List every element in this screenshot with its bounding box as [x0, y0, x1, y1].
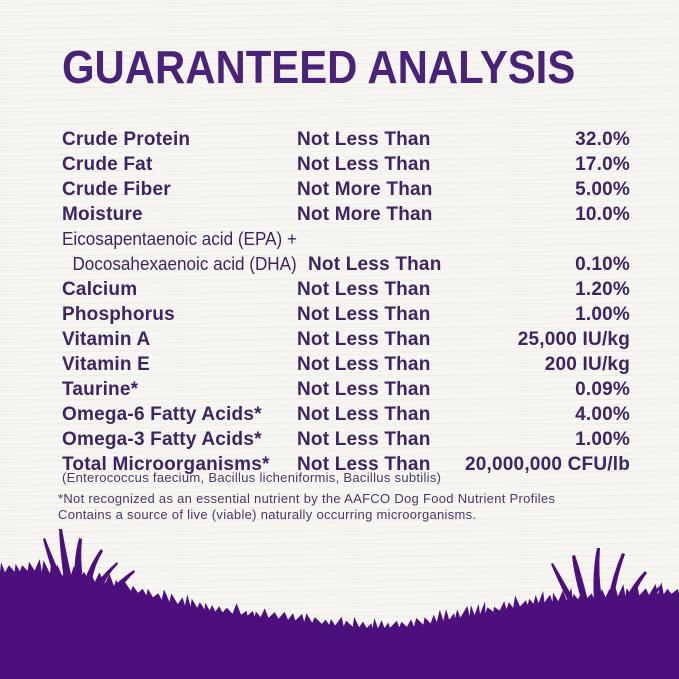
- analysis-row: Calcium Not Less Than 1.20%: [62, 277, 630, 302]
- footnote-live-microorganisms: Contains a source of live (viable) natur…: [58, 506, 477, 522]
- analysis-row: Vitamin E Not Less Than 200 IU/kg: [62, 352, 630, 377]
- analysis-row: Crude Fiber Not More Than 5.00%: [62, 177, 630, 202]
- guarantee-value: 4.00%: [575, 403, 630, 425]
- nutrient-name: Phosphorus: [62, 303, 175, 325]
- guarantee-value: 1.00%: [575, 428, 630, 450]
- nutrient-name: Docosahexaenoic acid (DHA): [72, 254, 297, 274]
- microorganism-species-note: (Enterococcus faecium, Bacillus lichenif…: [62, 470, 442, 485]
- guarantee-value: 200 IU/kg: [544, 353, 630, 375]
- analysis-row: Moisture Not More Than 10.0%: [62, 202, 630, 227]
- guarantee-value: 17.0%: [575, 153, 630, 175]
- nutrient-name: Crude Fiber: [62, 178, 171, 200]
- guarantee-value: 10.0%: [575, 203, 630, 225]
- analysis-row: Crude Protein Not Less Than 32.0%: [62, 127, 630, 152]
- nutrient-name: Taurine*: [62, 378, 139, 400]
- guarantee-condition: Not Less Than: [297, 453, 431, 475]
- analysis-row: Eicosapentaenoic acid (EPA) +: [62, 227, 630, 252]
- nutrient-name: Vitamin E: [62, 353, 151, 375]
- nutrient-name: Calcium: [62, 278, 138, 300]
- analysis-row: Total Microorganisms* Not Less Than 20,000…: [62, 452, 630, 477]
- analysis-row: Vitamin A Not Less Than 25,000 IU/kg: [62, 327, 630, 352]
- footnotes: *Not recognized as an essential nutrient…: [58, 491, 633, 522]
- guarantee-value: 1.00%: [575, 303, 630, 325]
- nutrient-name: Moisture: [62, 203, 143, 225]
- guarantee-condition: Not Less Than: [297, 303, 431, 325]
- analysis-row: Crude Fat Not Less Than 17.0%: [62, 152, 630, 177]
- guarantee-value: 20,000,000 CFU/lb: [465, 453, 630, 475]
- footnote-aafco: *Not recognized as an essential nutrient…: [58, 491, 556, 506]
- nutrient-name: Vitamin A: [62, 328, 151, 350]
- guarantee-value: 0.09%: [575, 378, 630, 400]
- analysis-row: Omega-3 Fatty Acids* Not Less Than 1.00%: [62, 427, 630, 452]
- guarantee-value: 1.20%: [575, 278, 630, 300]
- guarantee-value: 25,000 IU/kg: [517, 328, 630, 350]
- guarantee-condition: Not Less Than: [297, 428, 431, 450]
- guarantee-value: 5.00%: [575, 178, 630, 200]
- guarantee-condition: Not More Than: [297, 203, 433, 225]
- guarantee-condition: Not Less Than: [297, 403, 431, 425]
- nutrient-name: Eicosapentaenoic acid (EPA) +: [62, 229, 297, 249]
- guarantee-condition: Not More Than: [297, 178, 433, 200]
- analysis-row: Phosphorus Not Less Than 1.00%: [62, 302, 630, 327]
- guarantee-condition: Not Less Than: [297, 278, 431, 300]
- nutrient-name: Omega-3 Fatty Acids*: [62, 428, 262, 450]
- analysis-row: Omega-6 Fatty Acids* Not Less Than 4.00%: [62, 402, 630, 427]
- guarantee-condition: Not Less Than: [308, 253, 442, 275]
- guarantee-condition: Not Less Than: [297, 353, 431, 375]
- page-title: GUARANTEED ANALYSIS: [62, 41, 576, 93]
- guarantee-condition: Not Less Than: [297, 128, 431, 150]
- analysis-row: Docosahexaenoic acid (DHA) Not Less Than 0…: [62, 252, 630, 277]
- guarantee-condition: Not Less Than: [297, 378, 431, 400]
- analysis-table: Crude Protein Not Less Than 32.0% Crude Fat…: [62, 127, 630, 477]
- guarantee-condition: Not Less Than: [297, 328, 431, 350]
- analysis-row: Taurine* Not Less Than 0.09%: [62, 377, 630, 402]
- guarantee-value: 0.10%: [575, 253, 630, 275]
- nutrient-name: Omega-6 Fatty Acids*: [62, 403, 262, 425]
- nutrient-name: Crude Fat: [62, 153, 153, 175]
- guarantee-condition: Not Less Than: [297, 153, 431, 175]
- nutrient-name: Crude Protein: [62, 128, 191, 150]
- nutrient-name: Total Microorganisms*: [62, 453, 270, 475]
- grass-silhouette-graphic: [0, 529, 679, 679]
- guarantee-value: 32.0%: [575, 128, 630, 150]
